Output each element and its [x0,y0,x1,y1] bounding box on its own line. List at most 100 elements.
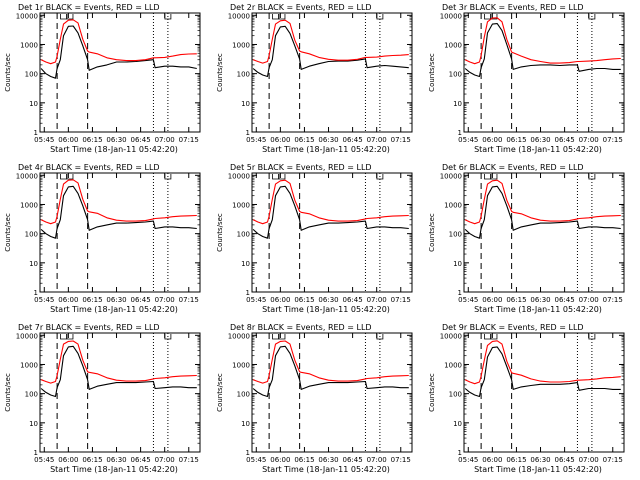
x-tick-label: 07:00 [155,136,175,144]
y-tick-label: 10000 [16,172,38,180]
y-tick-label: 10000 [228,332,250,340]
y-axis-label: Counts/sec [428,53,436,92]
y-tick-label: 1 [246,129,250,137]
y-tick-label: 1000 [232,201,250,209]
top-glyph-marker [484,14,491,20]
plot-title: Det 4r BLACK = Events, RED = LLD [18,163,160,172]
top-glyph-marker [164,174,172,180]
y-tick-label: 1000 [20,41,38,49]
x-tick-label: 06:45 [555,136,575,144]
x-tick-label: 07:15 [603,456,623,464]
x-tick-label: 05:45 [34,136,54,144]
x-tick-label: 07:00 [367,456,387,464]
x-tick-label: 06:15 [294,296,314,304]
x-tick-label: 06:45 [131,136,151,144]
panel-det-2: Det 2r BLACK = Events, RED = LLD 1 10 100 10… [216,3,413,154]
y-tick-label: 10 [241,100,250,108]
plot-title: Det 8r BLACK = Events, RED = LLD [230,323,372,332]
x-tick-label: 06:30 [106,136,126,144]
y-tick-label: 10 [29,100,38,108]
x-tick-label: 07:00 [155,456,175,464]
top-glyph-marker [60,334,67,340]
x-tick-label: 05:45 [458,456,478,464]
y-tick-label: 1 [34,129,38,137]
y-axis-label: Counts/sec [216,53,224,92]
x-tick-label: 06:45 [343,456,363,464]
top-glyph-marker [164,334,172,340]
x-tick-label: 06:45 [343,136,363,144]
x-tick-label: 05:45 [34,456,54,464]
plot-title: Det 3r BLACK = Events, RED = LLD [442,3,584,12]
x-tick-label: 06:15 [82,456,102,464]
panel-det-5: Det 5r BLACK = Events, RED = LLD 1 10 100 10… [216,163,413,314]
y-tick-label: 1 [246,289,250,297]
top-glyph-marker [278,14,286,20]
x-tick-label: 06:30 [106,296,126,304]
x-tick-label: 06:00 [58,296,78,304]
x-tick-label: 06:30 [106,456,126,464]
events-series-line [40,185,197,239]
top-glyph-marker [164,14,172,20]
y-tick-label: 10000 [440,172,462,180]
x-axis-label: Start Time (18-Jan-11 05:42:20) [474,465,602,474]
events-series-line [40,345,197,398]
y-tick-label: 100 [25,391,38,399]
plot-title: Det 2r BLACK = Events, RED = LLD [230,3,372,12]
y-tick-label: 10 [29,260,38,268]
y-tick-label: 1000 [232,41,250,49]
x-tick-label: 06:30 [318,296,338,304]
plot-frame [463,12,625,133]
top-glyph-marker [588,14,596,20]
x-tick-label: 06:30 [318,136,338,144]
x-tick-label: 05:45 [246,136,266,144]
x-tick-label: 07:15 [603,296,623,304]
top-glyph-marker [376,14,384,20]
panel-det-1: Det 1r BLACK = Events, RED = LLD 1 10 100 10… [4,3,201,154]
y-axis-label: Counts/sec [216,213,224,252]
top-glyph-marker [60,14,67,20]
panel-det-4: Det 4r BLACK = Events, RED = LLD 1 10 100 10… [4,163,201,314]
x-tick-label: 06:00 [482,296,502,304]
x-axis-label: Start Time (18-Jan-11 05:42:20) [262,305,390,314]
plot-title: Det 7r BLACK = Events, RED = LLD [18,323,160,332]
x-tick-label: 05:45 [458,296,478,304]
lld-series-line [464,17,621,65]
x-tick-label: 06:15 [82,296,102,304]
top-glyph-marker [490,14,498,20]
x-axis-label: Start Time (18-Jan-11 05:42:20) [474,305,602,314]
x-tick-label: 05:45 [246,456,266,464]
y-tick-label: 1 [458,289,462,297]
top-glyph-marker [588,334,596,340]
y-tick-label: 100 [237,231,250,239]
plot-title: Det 1r BLACK = Events, RED = LLD [18,3,160,12]
panel-det-3: Det 3r BLACK = Events, RED = LLD 1 10 100 10… [428,3,625,154]
y-tick-label: 10000 [228,172,250,180]
x-tick-label: 06:15 [506,296,526,304]
y-tick-label: 100 [449,391,462,399]
x-tick-label: 07:15 [179,136,199,144]
y-tick-label: 100 [25,231,38,239]
x-tick-label: 06:00 [270,136,290,144]
y-axis-label: Counts/sec [428,213,436,252]
y-tick-label: 10000 [16,332,38,340]
y-tick-label: 1 [34,449,38,457]
panel-det-6: Det 6r BLACK = Events, RED = LLD 1 10 100 10… [428,163,625,314]
x-tick-label: 07:15 [391,136,411,144]
y-tick-label: 1000 [20,201,38,209]
x-tick-label: 06:15 [294,456,314,464]
x-tick-label: 07:15 [179,456,199,464]
y-tick-label: 1 [458,129,462,137]
events-series-line [464,23,621,78]
lld-series-line [464,340,621,385]
x-tick-label: 06:30 [530,296,550,304]
x-tick-label: 06:00 [270,456,290,464]
x-axis-label: Start Time (18-Jan-11 05:42:20) [50,305,178,314]
x-tick-label: 06:45 [343,296,363,304]
events-series-line [252,25,409,78]
x-tick-label: 06:30 [530,456,550,464]
plot-frame [463,332,625,453]
plot-frame [251,172,413,293]
x-tick-label: 06:00 [58,136,78,144]
y-tick-label: 100 [449,71,462,79]
x-tick-label: 06:00 [482,456,502,464]
